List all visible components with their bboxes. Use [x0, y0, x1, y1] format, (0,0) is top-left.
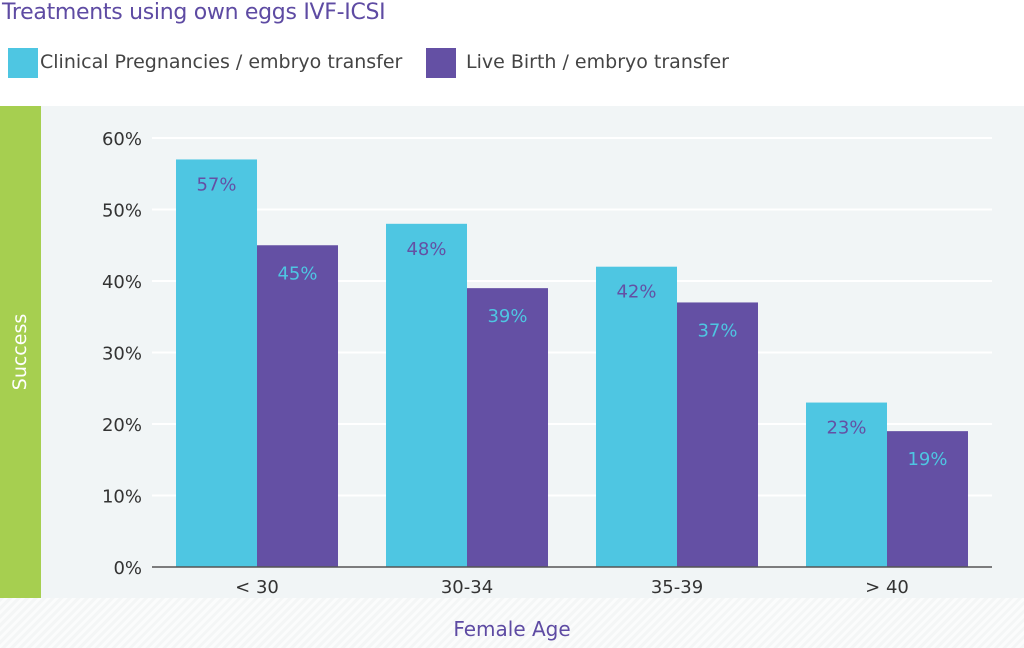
data-label-live-birth: 37% [697, 320, 737, 341]
legend-label-live-birth: Live Birth / embryo transfer [466, 51, 729, 73]
bar-clinical-pregnancies [596, 266, 677, 567]
y-tick-label: 0% [113, 558, 142, 579]
data-label-live-birth: 19% [907, 449, 947, 470]
x-tick-label: 35-39 [651, 577, 703, 598]
y-tick-label: 40% [102, 272, 142, 293]
bar-live-birth [467, 288, 548, 567]
x-axis-footer [0, 598, 1024, 648]
bar-clinical-pregnancies [806, 402, 887, 567]
bar-live-birth [887, 431, 968, 567]
y-tick-label: 10% [102, 487, 142, 508]
y-axis-label-band [0, 106, 41, 598]
legend-swatch-clinical-pregnancies [8, 48, 38, 78]
bar-live-birth [257, 245, 338, 567]
y-tick-label: 30% [102, 344, 142, 365]
y-tick-label: 50% [102, 201, 142, 222]
legend-label-clinical-pregnancies: Clinical Pregnancies / embryo transfer [40, 51, 403, 73]
data-label-clinical-pregnancies: 48% [406, 239, 446, 260]
bar-live-birth [677, 302, 758, 567]
chart-title: Treatments using own eggs IVF-ICSI [2, 0, 386, 25]
legend-swatch-live-birth [426, 48, 456, 78]
data-label-clinical-pregnancies: 23% [826, 418, 866, 439]
data-label-clinical-pregnancies: 42% [616, 282, 656, 303]
data-label-live-birth: 39% [487, 306, 527, 327]
bar-clinical-pregnancies [386, 223, 467, 568]
data-label-live-birth: 45% [277, 263, 317, 284]
x-tick-label: > 40 [865, 577, 909, 598]
bar-clinical-pregnancies [176, 159, 257, 567]
x-axis-label: Female Age [453, 617, 571, 641]
data-label-clinical-pregnancies: 57% [196, 174, 236, 195]
y-tick-label: 20% [102, 415, 142, 436]
x-tick-label: 30-34 [441, 577, 493, 598]
x-tick-label: < 30 [235, 577, 279, 598]
y-tick-label: 60% [102, 129, 142, 150]
